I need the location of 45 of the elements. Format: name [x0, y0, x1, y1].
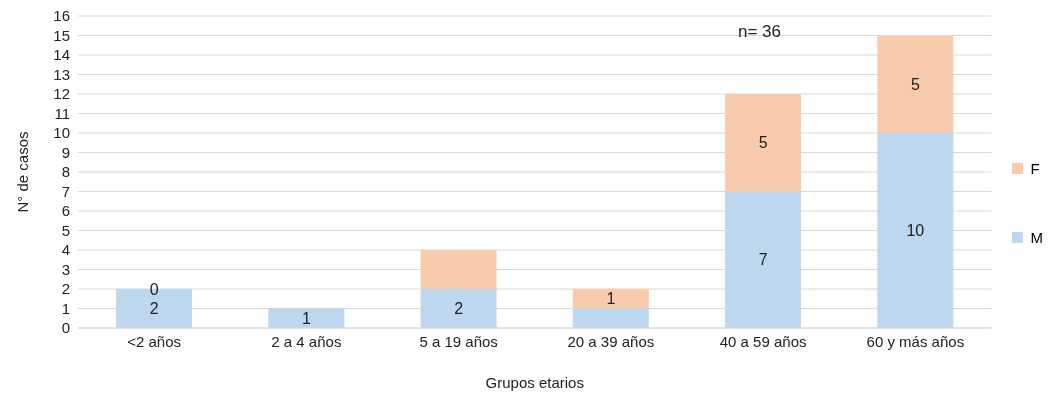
y-tick-label: 8 [61, 163, 70, 181]
x-tick-label: 60 y más años [866, 332, 965, 350]
bar [725, 94, 802, 192]
y-tick-label: 4 [61, 241, 70, 259]
y-tick-label: 16 [53, 7, 70, 25]
x-tick-label: 5 a 19 años [419, 332, 498, 350]
y-tick-label: 12 [53, 85, 70, 103]
y-tick-label: 7 [61, 182, 70, 200]
y-tick-label: 1 [61, 299, 70, 317]
bar [572, 289, 649, 309]
data-label: 5 [758, 134, 768, 152]
y-tick-label: 14 [53, 46, 70, 64]
data-label: 2 [149, 300, 159, 317]
bar [572, 308, 649, 328]
y-tick-label: 0 [61, 319, 70, 337]
data-label: 2 [454, 300, 464, 317]
x-axis-title: Grupos etarios [485, 374, 584, 391]
data-label: 0 [149, 280, 159, 298]
bar [877, 35, 954, 133]
bar [877, 133, 954, 328]
legend-label: F [1030, 160, 1040, 177]
y-axis-title: N° de casos [14, 131, 32, 213]
data-label: 1 [301, 309, 311, 327]
bar [420, 289, 497, 328]
y-tick-label: 5 [61, 221, 70, 239]
y-tick-label: 11 [54, 104, 70, 122]
legend-label: M [1030, 229, 1043, 246]
data-label: 10 [906, 222, 925, 239]
annotation: n= 36 [738, 22, 782, 42]
y-tick-label: 3 [61, 260, 70, 278]
bar [420, 250, 497, 289]
data-label: 7 [758, 251, 768, 269]
x-tick-label: 20 a 39 años [567, 332, 655, 350]
y-tick-label: 10 [53, 124, 70, 142]
y-tick-label: 13 [53, 65, 70, 83]
data-label: 1 [606, 290, 616, 308]
y-tick-label: 9 [61, 143, 70, 161]
y-tick-label: 2 [61, 280, 70, 298]
x-tick-label: <2 años [127, 332, 182, 350]
x-tick-label: 2 a 4 años [271, 332, 342, 350]
bar [725, 191, 802, 328]
y-tick-label: 6 [61, 202, 70, 220]
data-label: 5 [910, 75, 920, 93]
y-tick-label: 15 [53, 26, 70, 44]
x-tick-label: 40 a 59 años [719, 332, 807, 350]
